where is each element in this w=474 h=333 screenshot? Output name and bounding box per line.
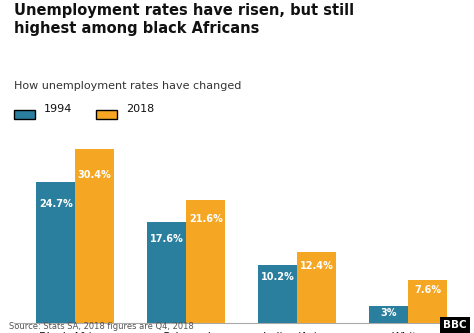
Bar	[408, 280, 447, 323]
Text: 30.4%: 30.4%	[78, 170, 111, 180]
Bar	[36, 182, 75, 323]
Text: 2018: 2018	[126, 104, 154, 114]
Text: Unemployment rates have risen, but still
highest among black Africans: Unemployment rates have risen, but still…	[14, 3, 355, 36]
Text: 21.6%: 21.6%	[189, 214, 223, 224]
Text: 17.6%: 17.6%	[150, 234, 184, 244]
Text: 24.7%: 24.7%	[39, 199, 73, 209]
FancyBboxPatch shape	[14, 110, 35, 119]
Text: Source: Stats SA, 2018 figures are Q4, 2018: Source: Stats SA, 2018 figures are Q4, 2…	[9, 322, 194, 331]
Text: BBC: BBC	[443, 320, 467, 330]
Text: 3%: 3%	[381, 308, 397, 318]
Bar	[258, 265, 297, 323]
FancyBboxPatch shape	[96, 110, 117, 119]
Text: 7.6%: 7.6%	[414, 285, 441, 295]
Bar	[147, 222, 186, 323]
Text: 12.4%: 12.4%	[300, 261, 334, 271]
Text: 10.2%: 10.2%	[261, 272, 295, 282]
Bar	[297, 252, 336, 323]
Text: 1994: 1994	[44, 104, 72, 114]
Bar	[369, 306, 408, 323]
Bar	[75, 149, 114, 323]
Bar	[186, 199, 225, 323]
Text: How unemployment rates have changed: How unemployment rates have changed	[14, 81, 242, 91]
